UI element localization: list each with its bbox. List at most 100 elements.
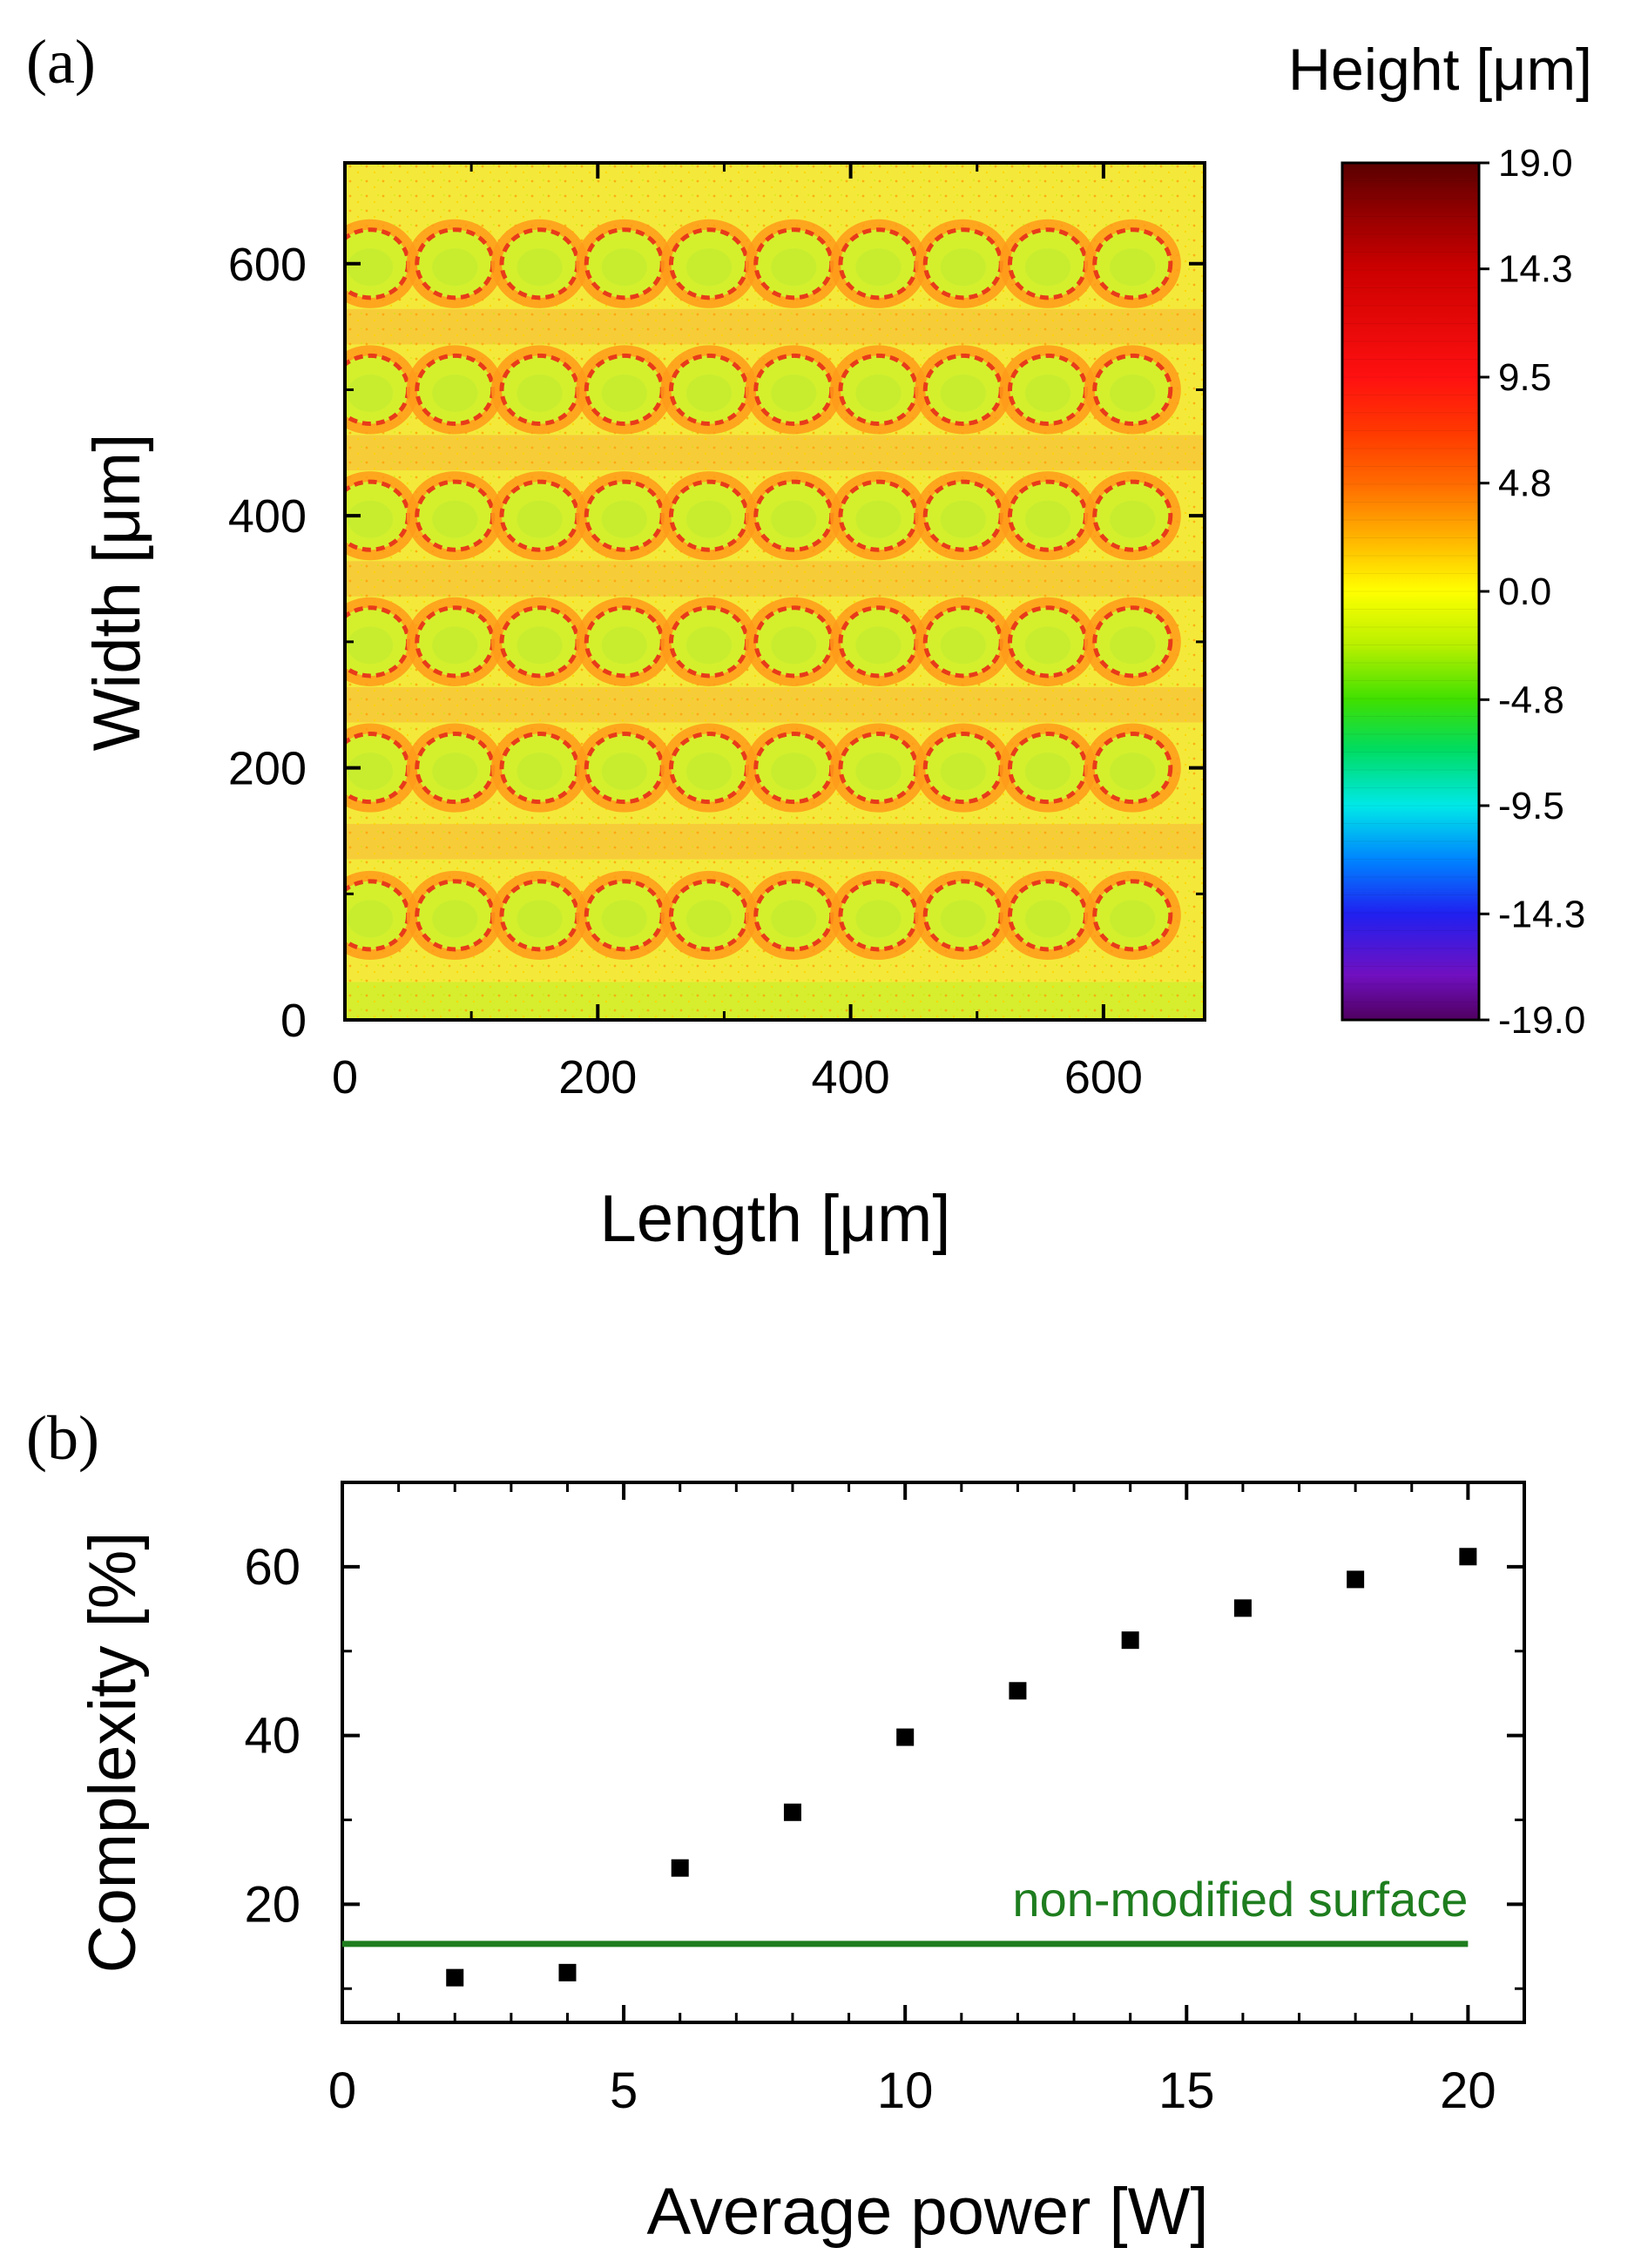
crater-rim-glow (1084, 345, 1181, 435)
crater-floor (347, 626, 394, 665)
crater-floor (855, 900, 902, 938)
y-tick-label: 20 (244, 1876, 301, 1933)
y-tick-label: 40 (244, 1708, 301, 1765)
x-tick-label: 400 (812, 1051, 890, 1104)
crater-rim-glow (1084, 219, 1181, 308)
crater-rim-glow (1084, 870, 1181, 960)
crater-rim-glow (1084, 723, 1181, 813)
reference-line-label: non-modified surface (1012, 1872, 1468, 1927)
crater-floor (940, 248, 986, 287)
crater-floor (432, 248, 478, 287)
data-point (783, 1803, 801, 1821)
x-tick-label: 200 (558, 1051, 637, 1104)
colorbar-tick-label: 0.0 (1498, 570, 1551, 613)
crater-floor (1110, 626, 1156, 665)
crater-floor (517, 500, 563, 538)
crater-floor (771, 500, 817, 538)
crater-floor (347, 753, 394, 791)
y-tick-label: 200 (228, 743, 307, 795)
x-tick-label: 10 (877, 2062, 934, 2119)
crater-floor (1110, 248, 1156, 287)
crater-floor (685, 753, 733, 791)
crater-floor (1024, 374, 1071, 412)
crater-floor (940, 626, 986, 665)
crater-floor (347, 374, 394, 412)
colorbar-tick-labels: 19.0 14.3 9.5 4.8 0.0 -4.8 -9.5 -14.3 -1… (1498, 142, 1585, 1042)
crater-floor (855, 753, 902, 791)
x-tick-label: 5 (610, 2062, 638, 2119)
crater-floor (855, 500, 902, 538)
x-tick-label: 15 (1158, 2062, 1215, 2119)
colorbar-tick-label: -9.5 (1498, 785, 1564, 827)
crater-floor (432, 500, 478, 538)
crater-floor (432, 374, 478, 412)
data-point (671, 1859, 689, 1877)
crater-floor (685, 248, 733, 287)
x-tick-label: 0 (332, 1051, 358, 1104)
crater-rim-glow (1084, 471, 1181, 561)
crater-floor (855, 248, 902, 287)
crater-floor (771, 753, 817, 791)
crater-floor (432, 626, 478, 665)
crater-floor (771, 374, 817, 412)
data-point (558, 1963, 577, 1981)
crater-floor (517, 626, 563, 665)
panel-b-axis-ticks (341, 1482, 1524, 2022)
panel-a-x-axis-label: Length [μm] (600, 1182, 951, 1256)
crater-floor (1024, 626, 1071, 665)
crater-floor (601, 626, 647, 665)
panel-a-label: (a) (26, 27, 96, 97)
crater-floor (601, 753, 647, 791)
crater-floor (685, 374, 733, 412)
crater-floor (685, 626, 733, 665)
crater-floor (601, 500, 647, 538)
crater-floor (1110, 900, 1156, 938)
crater-floor (601, 900, 647, 938)
data-point (446, 1968, 464, 1987)
panel-b: (b) 0 5 10 15 20 20 40 60 Average power … (26, 1403, 1526, 2249)
panel-a-y-axis-label: Width [μm] (80, 434, 154, 752)
scatter-points (446, 1548, 1477, 1987)
colorbar-tick-label: -14.3 (1498, 893, 1585, 935)
panel-a: (a) 0 200 400 (26, 27, 1592, 1256)
crater-floor (685, 900, 733, 938)
colorbar-tick-label: 19.0 (1498, 142, 1573, 185)
panel-b-y-tick-labels: 20 40 60 (244, 1539, 301, 1934)
crater-floor (1024, 753, 1071, 791)
colorbar-tick-label: 14.3 (1498, 248, 1573, 291)
colorbar-bands (1342, 180, 1479, 1002)
colorbar-tick-label: 4.8 (1498, 462, 1551, 505)
crater-floor (517, 900, 563, 938)
crater-floor (685, 500, 733, 538)
crater-floor (1110, 500, 1156, 538)
crater-floor (347, 500, 394, 538)
crater-floor (347, 900, 394, 938)
crater-floor (855, 374, 902, 412)
crater-floor (1110, 374, 1156, 412)
colorbar-title: Height [μm] (1288, 37, 1592, 103)
heatmap-craters (345, 219, 1181, 960)
y-tick-label: 60 (244, 1539, 301, 1596)
crater-floor (855, 626, 902, 665)
crater-floor (771, 248, 817, 287)
x-tick-label: 20 (1440, 2062, 1496, 2119)
heatmap (343, 161, 1206, 1022)
crater-rim-glow (1084, 597, 1181, 686)
crater-floor (601, 248, 647, 287)
crater-floor (601, 374, 647, 412)
crater-floor (1110, 753, 1156, 791)
crater-floor (432, 753, 478, 791)
y-tick-label: 600 (228, 239, 307, 291)
y-tick-label: 0 (280, 995, 307, 1047)
x-tick-label: 0 (328, 2062, 356, 2119)
colorbar-gradient (1342, 163, 1479, 1020)
crater-floor (347, 248, 394, 287)
data-point (1009, 1682, 1027, 1700)
data-point (1121, 1631, 1139, 1650)
crater-floor (1024, 500, 1071, 538)
data-point (1233, 1599, 1252, 1617)
crater-floor (940, 374, 986, 412)
crater-floor (771, 900, 817, 938)
y-tick-label: 400 (228, 490, 307, 543)
heatmap-frame (343, 161, 1206, 1022)
